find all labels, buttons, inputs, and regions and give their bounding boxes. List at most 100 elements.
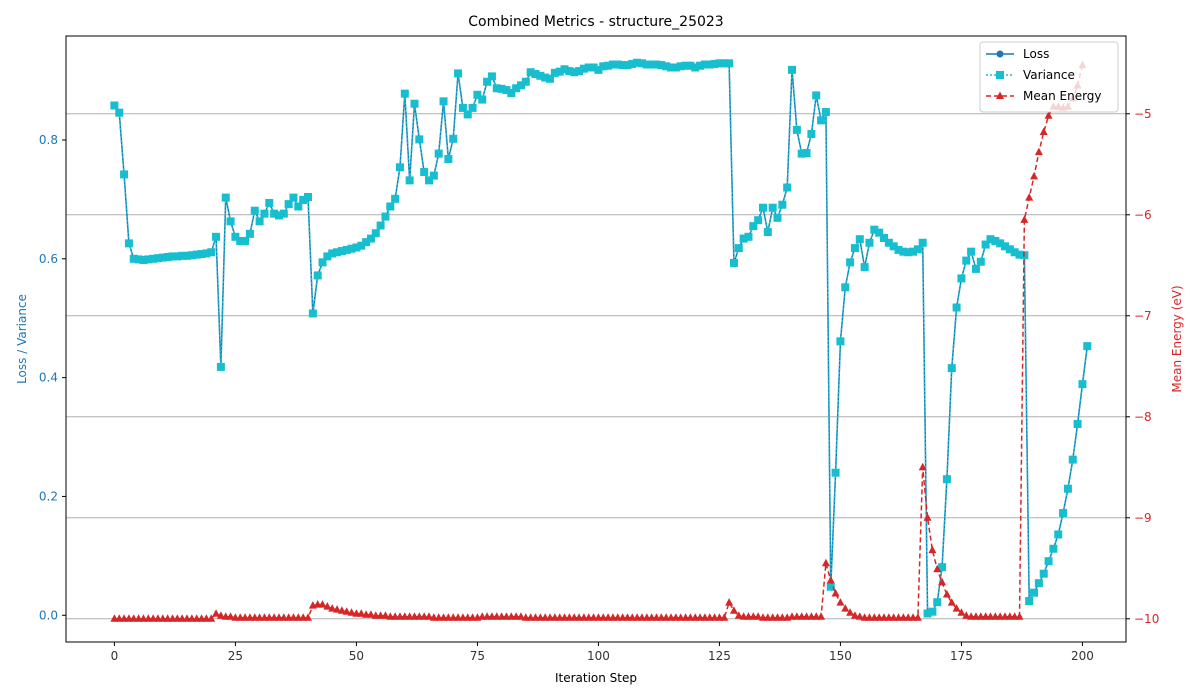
x-tick-label: 25 [228,649,243,663]
variance-point [555,67,564,76]
variance-point [594,65,603,74]
variance-point [376,221,385,230]
variance-point [153,254,162,263]
loss-line [113,61,1089,615]
variance-point [962,256,971,265]
variance-point [120,170,129,179]
variance-point [318,258,327,267]
variance-point [158,253,167,262]
variance-point [294,202,303,211]
variance-point [425,176,434,185]
legend-label-variance: Variance [1023,68,1075,82]
energy-point [1044,111,1053,119]
variance-point [463,110,472,119]
energy-point [836,598,845,606]
variance-point [773,213,782,222]
variance-point [681,61,690,70]
energy-line [114,65,1084,620]
variance-point [1049,544,1058,553]
variance-point [197,250,206,259]
variance-point [792,125,801,134]
energy-point [1020,215,1029,223]
variance-point [918,238,927,247]
variance-point [1063,484,1072,493]
variance-point [202,249,211,258]
series-layer [110,58,1092,622]
energy-point [826,575,835,584]
variance-point [357,241,366,250]
energy-point [1039,127,1048,135]
variance-point [444,154,453,163]
right-tick-label: −8 [1134,410,1152,424]
variance-point [323,252,332,261]
variance-point [124,239,133,248]
variance-point [734,244,743,253]
variance-point [366,234,375,243]
variance-point [1005,245,1014,254]
energy-point [337,606,346,614]
variance-point [1010,248,1019,257]
variance-point [720,59,729,68]
legend: Loss Variance Mean Energy [979,41,1119,113]
variance-point [304,193,313,202]
energy-point [304,613,313,621]
variance-point [226,217,235,226]
variance-point [584,63,593,72]
plot-area [110,58,1092,622]
energy-point [323,602,332,610]
energy-point [962,611,971,619]
chart-title: Combined Metrics - structure_25023 [468,14,723,30]
energy-point [846,608,855,616]
variance-point [700,60,709,69]
variance-point [536,71,545,80]
legend-marker-energy [996,91,1004,99]
variance-point [1054,530,1063,539]
variance-point [371,229,380,238]
variance-point [415,135,424,144]
variance-point [623,61,632,70]
variance-point [875,228,884,237]
variance-point [274,211,283,220]
variance-point [260,209,269,218]
variance-point [439,97,448,106]
variance-point [487,72,496,81]
variance-point [187,251,196,260]
variance-point [115,108,124,117]
variance-point [788,65,797,74]
variance-point [763,228,772,237]
variance-point [420,168,429,177]
energy-point [1034,147,1043,156]
variance-point [516,81,525,90]
energy-point [1030,171,1039,180]
x-axis-ticks: 0 25 50 75 100 125 150 175 200 [111,642,1094,663]
variance-point [894,245,903,254]
variance-point [347,244,356,253]
variance-point [255,217,264,226]
variance-point [991,236,1000,245]
variance-point [637,59,646,68]
variance-point [696,61,705,70]
variance-point [850,244,859,253]
variance-point [812,91,821,100]
right-tick-label: −9 [1134,511,1152,525]
variance-point [879,234,888,242]
legend-label-loss: Loss [1023,47,1049,61]
variance-point [826,582,835,591]
legend-marker-variance [996,71,1004,79]
variance-point [633,58,642,67]
x-tick-label: 0 [111,649,119,663]
variance-point [691,63,700,72]
energy-point [318,600,327,608]
variance-point [778,200,787,209]
variance-point [865,238,874,247]
variance-point [231,232,240,241]
variance-point [216,362,225,371]
energy-point [913,613,922,621]
variance-point [570,68,579,77]
variance-point [434,149,443,158]
variance-point [478,95,487,104]
variance-point [739,234,748,243]
variance-point [831,468,840,477]
variance-point [836,337,845,346]
energy-point [821,558,830,567]
